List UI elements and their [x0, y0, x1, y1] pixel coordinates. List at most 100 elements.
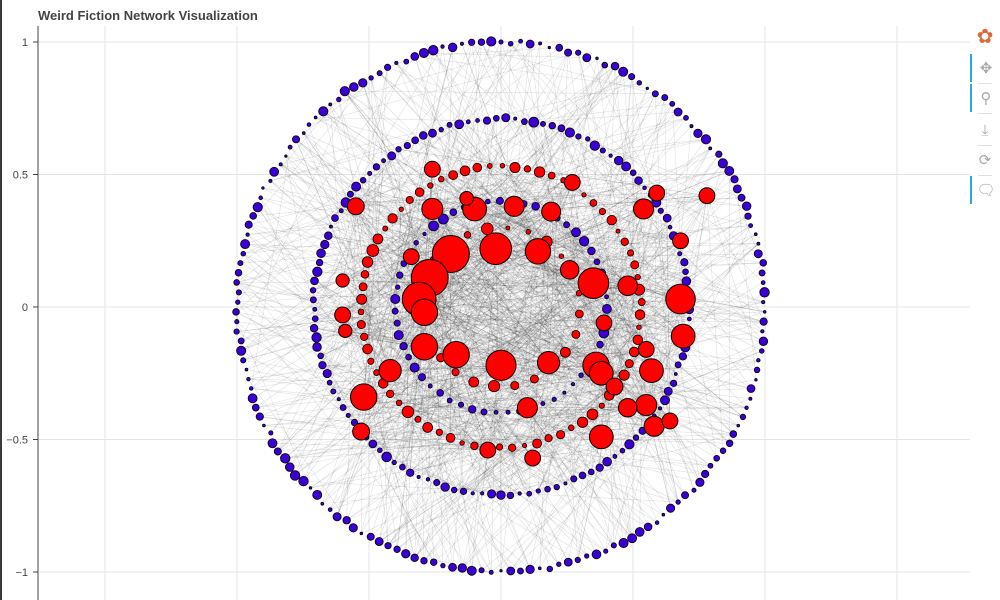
- red-node[interactable]: [356, 293, 368, 305]
- blue-node[interactable]: [488, 569, 494, 575]
- blue-node[interactable]: [670, 379, 678, 387]
- blue-node[interactable]: [744, 405, 749, 410]
- blue-node[interactable]: [613, 155, 624, 166]
- blue-node[interactable]: [249, 212, 257, 220]
- red-node[interactable]: [618, 369, 630, 381]
- red-node-large[interactable]: [643, 415, 665, 437]
- red-node[interactable]: [567, 424, 575, 432]
- blue-node[interactable]: [602, 304, 612, 314]
- blue-node[interactable]: [636, 80, 642, 86]
- blue-node[interactable]: [376, 70, 383, 77]
- blue-node[interactable]: [235, 289, 242, 296]
- blue-node[interactable]: [269, 166, 280, 177]
- blue-node[interactable]: [578, 471, 587, 480]
- blue-node[interactable]: [311, 315, 319, 323]
- blue-node[interactable]: [628, 73, 636, 81]
- blue-node[interactable]: [596, 340, 604, 349]
- blue-node[interactable]: [540, 401, 546, 406]
- red-node[interactable]: [496, 443, 504, 451]
- blue-node[interactable]: [251, 403, 260, 412]
- blue-node[interactable]: [459, 41, 464, 46]
- blue-node[interactable]: [575, 49, 582, 56]
- red-node[interactable]: [398, 206, 404, 212]
- blue-node[interactable]: [762, 310, 767, 314]
- red-node-large[interactable]: [559, 260, 580, 280]
- red-node[interactable]: [448, 170, 459, 180]
- blue-node[interactable]: [506, 566, 516, 576]
- blue-node[interactable]: [449, 208, 458, 217]
- red-node-large[interactable]: [423, 160, 441, 178]
- blue-node[interactable]: [322, 368, 332, 379]
- blue-node[interactable]: [643, 522, 653, 532]
- blue-node[interactable]: [759, 317, 768, 326]
- red-node-large[interactable]: [338, 323, 353, 338]
- blue-node[interactable]: [351, 181, 362, 192]
- red-node-large[interactable]: [524, 449, 542, 467]
- blue-node[interactable]: [268, 430, 274, 436]
- blue-node[interactable]: [395, 146, 402, 153]
- red-node[interactable]: [598, 402, 605, 409]
- blue-node[interactable]: [457, 563, 467, 573]
- red-node-large[interactable]: [421, 197, 444, 221]
- red-node[interactable]: [468, 376, 480, 388]
- blue-node[interactable]: [759, 259, 767, 267]
- blue-node[interactable]: [377, 447, 383, 453]
- blue-node[interactable]: [578, 372, 584, 378]
- red-node-large[interactable]: [334, 306, 352, 324]
- blue-node[interactable]: [563, 481, 568, 486]
- blue-node[interactable]: [348, 523, 358, 533]
- blue-node[interactable]: [405, 353, 412, 361]
- blue-node[interactable]: [537, 566, 542, 571]
- blue-node[interactable]: [507, 40, 514, 47]
- blue-node[interactable]: [245, 232, 250, 237]
- blue-node[interactable]: [255, 412, 264, 421]
- bokeh-logo-icon[interactable]: ✿: [976, 25, 994, 48]
- red-node-large[interactable]: [563, 174, 581, 191]
- blue-node[interactable]: [342, 516, 351, 525]
- blue-node[interactable]: [761, 300, 766, 305]
- blue-node[interactable]: [285, 462, 295, 472]
- blue-node[interactable]: [309, 324, 319, 333]
- red-node-large[interactable]: [617, 397, 638, 418]
- blue-node[interactable]: [316, 248, 326, 258]
- red-node-large[interactable]: [588, 424, 614, 450]
- red-node-large[interactable]: [633, 198, 655, 220]
- blue-node[interactable]: [326, 379, 333, 386]
- blue-node[interactable]: [339, 86, 350, 97]
- blue-node[interactable]: [393, 330, 404, 341]
- hover-tool-icon[interactable]: 🗨: [970, 176, 1000, 204]
- blue-node[interactable]: [358, 78, 368, 88]
- blue-node[interactable]: [621, 161, 632, 172]
- blue-node[interactable]: [261, 186, 265, 190]
- blue-node[interactable]: [715, 150, 723, 158]
- blue-node[interactable]: [657, 207, 664, 214]
- blue-node[interactable]: [618, 538, 629, 549]
- red-node-large[interactable]: [672, 232, 689, 250]
- blue-node[interactable]: [660, 395, 670, 406]
- blue-node[interactable]: [247, 393, 258, 404]
- red-node[interactable]: [505, 225, 511, 231]
- blue-node[interactable]: [416, 474, 421, 479]
- red-node[interactable]: [387, 213, 398, 224]
- blue-node[interactable]: [233, 279, 240, 286]
- blue-node[interactable]: [754, 378, 758, 382]
- blue-node[interactable]: [395, 284, 401, 290]
- red-node[interactable]: [620, 237, 629, 246]
- blue-node[interactable]: [526, 490, 533, 497]
- blue-node[interactable]: [237, 260, 244, 267]
- blue-node[interactable]: [324, 231, 333, 241]
- blue-node[interactable]: [645, 86, 649, 90]
- red-node[interactable]: [382, 225, 389, 232]
- red-node[interactable]: [422, 422, 433, 433]
- blue-node[interactable]: [517, 567, 524, 575]
- red-node[interactable]: [581, 192, 587, 198]
- red-node-large[interactable]: [588, 360, 614, 386]
- red-node[interactable]: [636, 324, 642, 330]
- red-node[interactable]: [414, 187, 425, 197]
- red-node-large[interactable]: [605, 377, 624, 396]
- blue-node[interactable]: [571, 227, 581, 238]
- blue-node[interactable]: [753, 232, 758, 237]
- blue-node[interactable]: [601, 61, 609, 69]
- blue-node[interactable]: [634, 527, 645, 537]
- wheel-zoom-tool-icon[interactable]: ⚲: [970, 84, 1000, 112]
